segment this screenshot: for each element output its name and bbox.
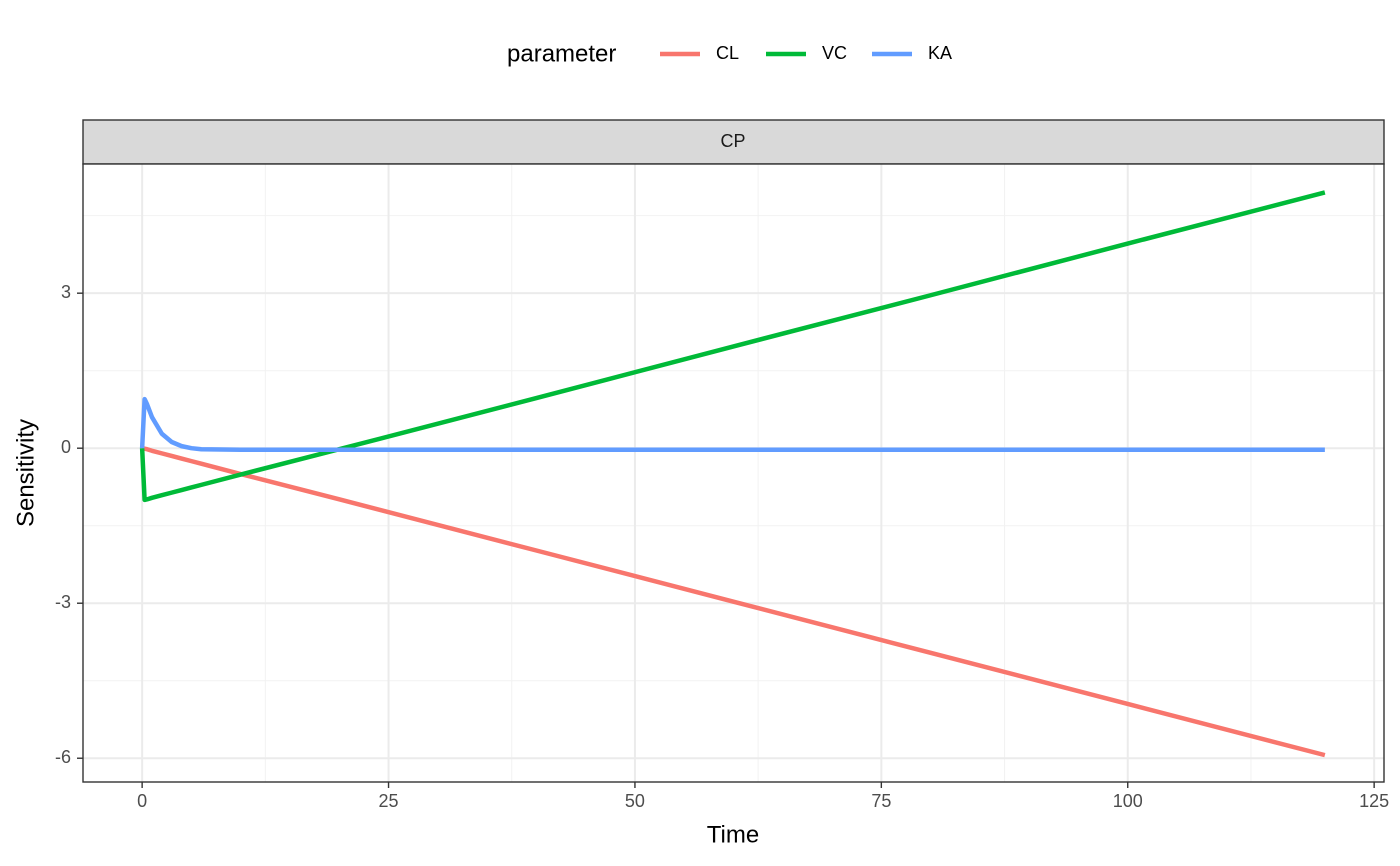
legend-title: parameter <box>507 40 616 67</box>
x-tick-label: 25 <box>379 791 399 811</box>
y-tick-label: 0 <box>61 437 71 457</box>
legend-label: VC <box>822 43 847 63</box>
panel-border <box>82 163 1385 783</box>
series-line <box>139 190 1326 503</box>
y-tick-label: -3 <box>55 592 71 612</box>
y-tick-label: 3 <box>61 282 71 302</box>
x-axis-title: Time <box>707 821 759 848</box>
x-tick-label: 100 <box>1113 791 1143 811</box>
y-axis-title: Sensitivity <box>12 419 39 527</box>
x-tick-label: 125 <box>1359 791 1389 811</box>
series-line <box>139 396 1325 452</box>
series-line <box>141 445 1326 758</box>
facet-label: CP <box>720 131 745 151</box>
panel <box>83 164 1384 782</box>
x-tick-label: 75 <box>871 791 891 811</box>
legend-label: KA <box>928 43 952 63</box>
legend-label: CL <box>716 43 739 63</box>
y-tick-label: -6 <box>55 747 71 767</box>
x-tick-label: 50 <box>625 791 645 811</box>
facet-strip <box>82 119 1385 165</box>
x-tick-label: 0 <box>137 791 147 811</box>
